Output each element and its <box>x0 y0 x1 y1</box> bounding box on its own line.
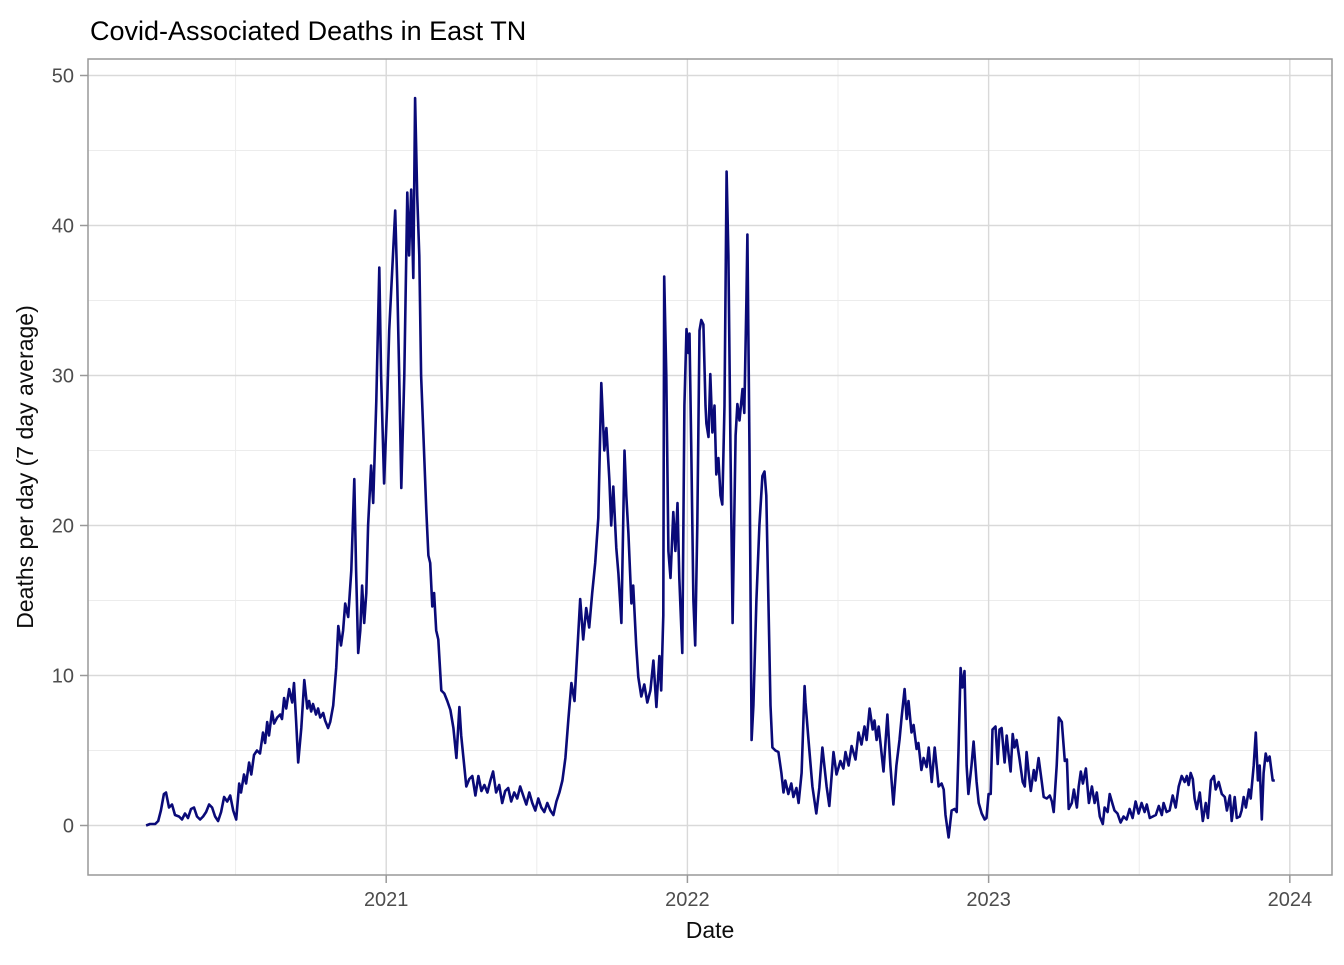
y-axis-title: Deaths per day (7 day average) <box>12 305 38 628</box>
x-tick-label: 2021 <box>364 889 409 911</box>
x-tick-label: 2022 <box>665 889 710 911</box>
series-deaths-7-day-average <box>145 96 1275 839</box>
y-tick-label: 50 <box>52 66 74 88</box>
y-tick-label: 0 <box>63 816 74 838</box>
chart-title: Covid-Associated Deaths in East TN <box>90 16 526 46</box>
plot-panel-border <box>87 58 1333 876</box>
x-tick-label: 2024 <box>1268 889 1313 911</box>
y-tick-label: 40 <box>52 216 74 238</box>
y-tick-label: 10 <box>52 666 74 688</box>
plot-panel-background <box>88 59 1332 875</box>
minor-gridlines <box>88 59 1332 875</box>
data-line-series <box>145 96 1275 839</box>
x-tick-label: 2023 <box>966 889 1011 911</box>
x-axis-tick-labels: 2021 2022 2023 2024 <box>364 889 1312 911</box>
axis-tick-marks <box>80 74 1291 883</box>
x-axis-title: Date <box>686 917 735 943</box>
y-tick-label: 30 <box>52 366 74 388</box>
y-axis-tick-labels: 0 10 20 30 40 50 <box>52 66 74 838</box>
y-tick-label: 20 <box>52 516 74 538</box>
